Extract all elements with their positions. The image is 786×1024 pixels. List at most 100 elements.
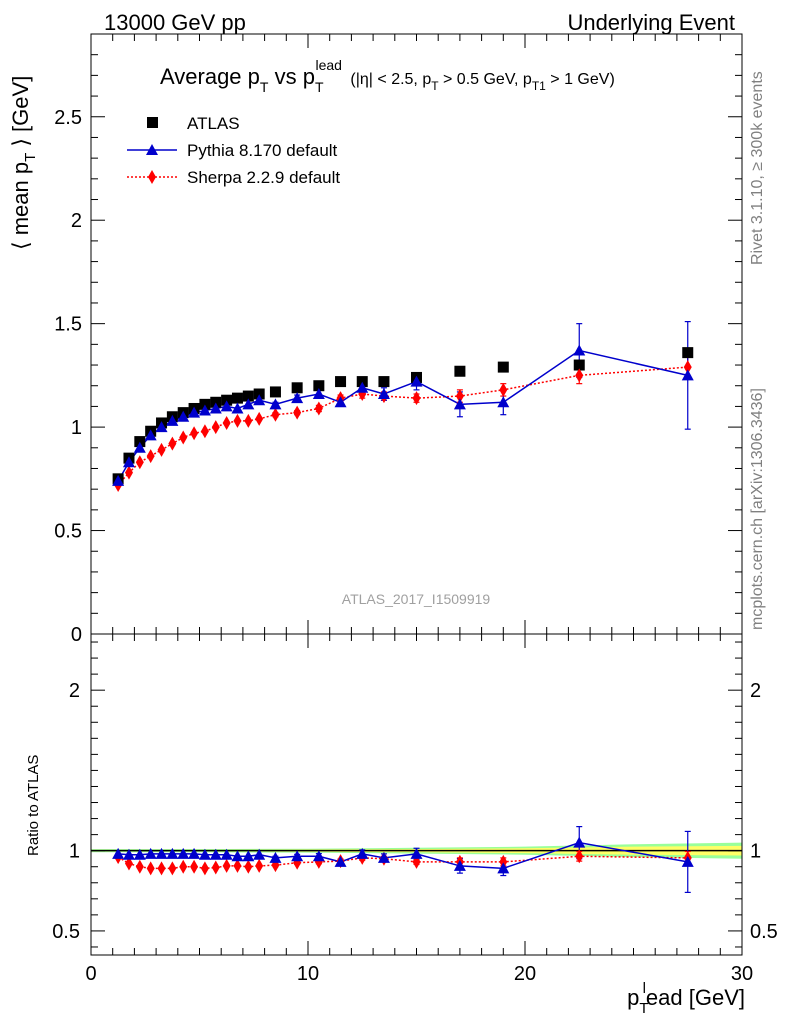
pythia-point bbox=[220, 400, 233, 412]
atlas-point bbox=[210, 396, 222, 408]
pythia-point bbox=[188, 406, 201, 418]
pythia-point bbox=[166, 414, 179, 426]
sherpa-ratio-point bbox=[499, 854, 508, 869]
y-tick-label-ratio-right: 0.5 bbox=[750, 921, 778, 943]
analysis-label: ATLAS_2017_I1509919 bbox=[342, 591, 491, 607]
y-tick-label-main: 0 bbox=[71, 624, 82, 646]
sherpa-ratio-point bbox=[179, 859, 188, 874]
ratio-series-group bbox=[112, 825, 694, 894]
y-axis-label-part: ⟩ [GeV] bbox=[8, 76, 33, 153]
plot-title-sub: T1 bbox=[532, 79, 546, 93]
y-tick-label-ratio: 0.5 bbox=[52, 921, 80, 943]
plot-title-part: > 1 GeV) bbox=[546, 71, 615, 88]
pythia-ratio-point bbox=[133, 848, 146, 860]
sherpa-point bbox=[255, 411, 264, 426]
pythia-point bbox=[198, 404, 211, 416]
plot-title-part: > 0.5 GeV, p bbox=[439, 71, 532, 88]
mcplots-label: mcplots.cern.ch [arXiv:1306.3436] bbox=[749, 388, 766, 630]
pythia-ratio-point bbox=[155, 847, 168, 859]
pythia-ratio-point bbox=[356, 847, 369, 859]
y-tick-label-ratio-right: 1 bbox=[750, 841, 761, 863]
pythia-point bbox=[573, 344, 586, 356]
sherpa-point bbox=[455, 389, 464, 404]
pythia-ratio-point bbox=[453, 859, 466, 871]
sherpa-ratio-point bbox=[255, 858, 264, 873]
atlas-point bbox=[497, 361, 509, 373]
sherpa-ratio-point bbox=[244, 859, 253, 874]
pythia-ratio-point bbox=[312, 850, 325, 862]
x-tick-label: 30 bbox=[731, 963, 753, 985]
sherpa-point bbox=[244, 413, 253, 428]
sherpa-point bbox=[575, 368, 584, 383]
y-tick-label-main: 2.5 bbox=[54, 107, 82, 129]
pythia-ratio-point bbox=[410, 847, 423, 859]
y-tick-label-main: 2 bbox=[71, 210, 82, 232]
sherpa-point bbox=[683, 360, 692, 375]
atlas-point bbox=[335, 376, 347, 388]
pythia-ratio-point bbox=[177, 847, 190, 859]
pythia-ratio-point bbox=[209, 848, 222, 860]
legend-label-pythia: Pythia 8.170 default bbox=[187, 141, 338, 160]
sherpa-point bbox=[412, 391, 421, 406]
sherpa-ratio-point bbox=[575, 849, 584, 864]
pythia-point bbox=[356, 381, 369, 393]
pythia-ratio-point bbox=[188, 847, 201, 859]
pythia-point bbox=[497, 396, 510, 408]
pythia-point bbox=[112, 474, 125, 486]
atlas-point bbox=[231, 392, 243, 404]
main-series-group bbox=[112, 320, 694, 493]
atlas-point bbox=[242, 390, 254, 402]
atlas-point bbox=[682, 347, 694, 359]
sherpa-ratio-point bbox=[146, 861, 155, 876]
pythia-ratio-point bbox=[144, 847, 157, 859]
pythia-point bbox=[209, 402, 222, 414]
pythia-point bbox=[334, 396, 347, 408]
atlas-point bbox=[313, 380, 325, 392]
pythia-point bbox=[253, 394, 266, 406]
plot-title-sub: T bbox=[315, 79, 324, 95]
sherpa-ratio-point bbox=[168, 861, 177, 876]
atlas-point bbox=[454, 365, 466, 377]
y-tick-label-ratio-right: 2 bbox=[750, 680, 761, 702]
plot-title-sub: T bbox=[431, 79, 439, 93]
sherpa-ratio-point bbox=[211, 860, 220, 875]
pythia-point bbox=[377, 388, 390, 399]
y-tick-label-ratio: 2 bbox=[69, 680, 80, 702]
y-axis-label-ratio: Ratio to ATLAS bbox=[25, 755, 42, 856]
sherpa-point bbox=[135, 455, 144, 470]
pythia-point bbox=[291, 392, 304, 404]
pythia-point bbox=[122, 456, 135, 468]
pythia-ratio-point bbox=[231, 850, 244, 862]
pythia-ratio-point bbox=[681, 855, 694, 867]
atlas-point bbox=[199, 398, 211, 410]
legend-marker-pythia bbox=[146, 144, 158, 155]
atlas-point bbox=[253, 388, 265, 400]
legend-label-atlas: ATLAS bbox=[187, 114, 240, 133]
legend-label-sherpa: Sherpa 2.2.9 default bbox=[187, 168, 340, 187]
pythia-line bbox=[117, 349, 688, 482]
pythia-ratio-point bbox=[112, 847, 125, 859]
pythia-point bbox=[177, 410, 190, 422]
sherpa-point bbox=[179, 430, 188, 445]
sherpa-ratio-point bbox=[190, 859, 199, 874]
x-tick-label: 20 bbox=[514, 963, 536, 985]
pythia-ratio-point bbox=[334, 855, 347, 867]
plot-title-part: vs p bbox=[268, 64, 314, 89]
x-axis-label-sup: l bbox=[643, 980, 646, 997]
y-axis-label-main: ⟨ mean pT ⟩ [GeV] bbox=[8, 76, 39, 250]
sherpa-point bbox=[168, 436, 177, 451]
atlas-point bbox=[356, 376, 368, 388]
pythia-point bbox=[231, 402, 244, 414]
sherpa-line bbox=[117, 366, 688, 486]
pythia-point bbox=[410, 375, 423, 387]
rivet-version-label: Rivet 3.1.10, ≥ 300k events bbox=[749, 71, 766, 265]
x-tick-label: 0 bbox=[85, 963, 96, 985]
sherpa-point bbox=[124, 465, 133, 480]
x-axis-label-part: p bbox=[627, 985, 639, 1010]
plot-title-part: Average p bbox=[160, 64, 260, 89]
sherpa-point bbox=[233, 413, 242, 428]
pythia-point bbox=[312, 388, 325, 399]
axis-ticks bbox=[90, 33, 743, 955]
pythia-ratio-point bbox=[122, 848, 135, 860]
